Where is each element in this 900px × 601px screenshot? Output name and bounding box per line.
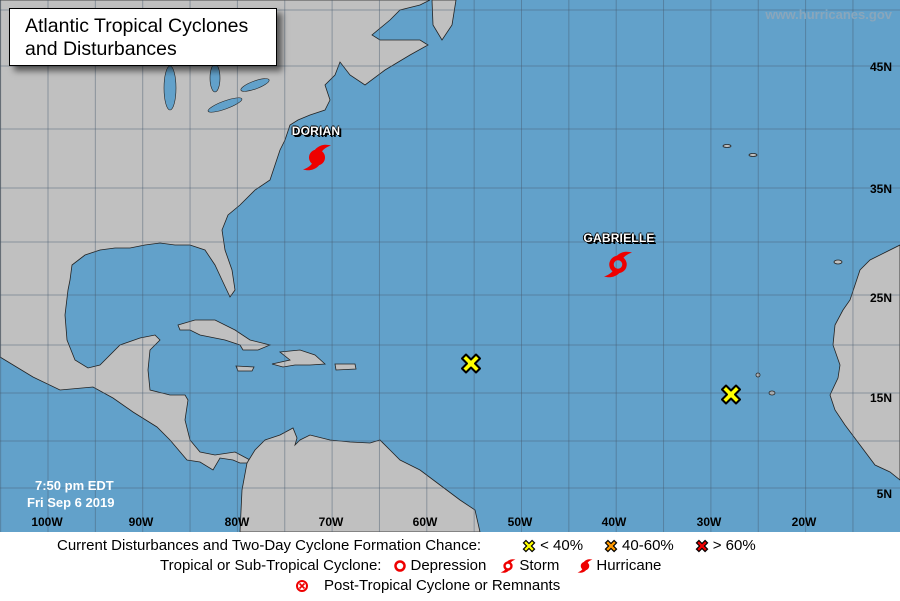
lon-label: 30W [696,515,722,529]
puerto-rico [334,363,357,371]
north-america [0,0,431,471]
land [0,0,900,532]
legend-medium: 40-60% [622,537,674,554]
storm-label-gabrielle[interactable]: GABRIELLE [583,231,655,245]
hurricane-icon [577,558,593,573]
lat-label: 25N [869,291,892,305]
advisory-date: Fri Sep 6 2019 [27,495,115,510]
azores [748,153,758,157]
legend-cyclone-heading: Tropical or Sub-Tropical Cyclone: [160,557,382,574]
legend-depression: Depression [410,557,487,574]
great-lakes [163,63,270,113]
cuba [177,319,272,351]
site-watermark[interactable]: www.hurricanes.gov [765,7,892,22]
legend: Current Disturbances and Two-Day Cyclone… [0,532,900,601]
graticule [0,0,900,532]
title-line-2: and Disturbances [25,38,177,60]
lat-label: 45N [869,60,892,74]
lat-label: 15N [869,391,892,405]
cape-verde [768,390,776,396]
title-line-1: Atlantic Tropical Cyclones [25,15,249,37]
cape-verde [755,372,761,378]
lon-label: 50W [507,515,533,529]
post-tropical-icon [296,579,308,592]
storm-label-dorian[interactable]: DORIAN [291,124,341,138]
legend-disturbance-heading: Current Disturbances and Two-Day Cyclone… [57,537,482,554]
depression-icon [394,559,407,572]
lon-label: 20W [791,515,817,529]
lon-label: 100W [31,515,63,529]
low-chance-x-icon [522,539,536,552]
lon-label: 40W [601,515,627,529]
disturbance-x-icon[interactable] [718,382,744,413]
lat-label: 5N [876,487,892,501]
legend-hurricane: Hurricane [596,557,662,574]
legend-post-tropical: Post-Tropical Cyclone or Remnants [324,577,561,594]
map-title: Atlantic Tropical Cyclones and Disturban… [9,8,277,66]
storm-icon [500,558,516,573]
lon-label: 90W [128,515,154,529]
lon-label: 60W [412,515,438,529]
jamaica [235,365,255,372]
lon-label: 80W [224,515,250,529]
hispaniola [271,349,326,368]
legend-storm: Storm [519,557,560,574]
legend-low: < 40% [540,537,584,554]
newfoundland [431,0,457,41]
legend-high: > 60% [712,537,756,554]
africa [829,244,900,481]
map[interactable] [0,0,900,532]
high-chance-x-icon [695,539,709,552]
azores [722,144,732,148]
advisory-time: 7:50 pm EDT [35,478,114,493]
disturbance-x-icon[interactable] [458,351,484,382]
canary-islands [833,259,843,265]
south-america [239,427,481,532]
tropical-storm-icon[interactable] [603,250,633,285]
lon-label: 70W [318,515,344,529]
hurricane-icon[interactable] [302,143,332,178]
medium-chance-x-icon [604,539,618,552]
lat-label: 35N [869,182,892,196]
